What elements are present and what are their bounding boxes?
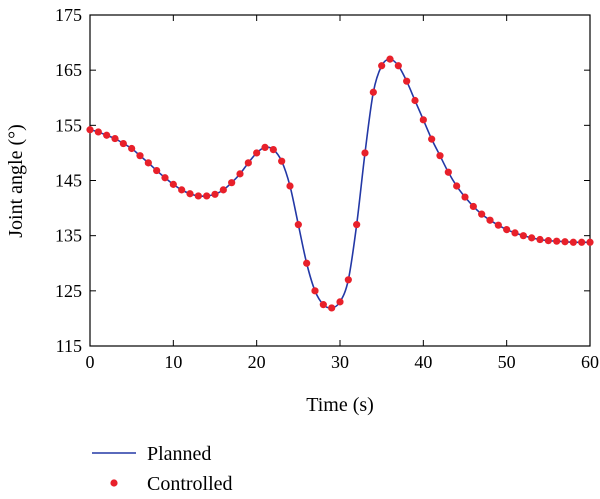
data-point-controlled: [203, 192, 211, 200]
data-point-controlled: [486, 216, 494, 224]
data-point-controlled: [119, 139, 127, 148]
x-tick-label: 0: [86, 352, 95, 372]
data-point-controlled: [569, 238, 577, 246]
x-tick-label: 50: [498, 352, 516, 372]
data-point-controlled: [561, 238, 569, 246]
data-point-controlled: [553, 237, 561, 245]
y-tick-label: 115: [56, 336, 82, 356]
y-tick-label: 175: [55, 5, 82, 25]
data-point-controlled: [461, 193, 469, 201]
data-point-controlled: [453, 182, 461, 190]
data-point-controlled: [278, 157, 286, 165]
series-markers-controlled: [86, 55, 594, 312]
x-axis-title: Time (s): [306, 394, 374, 416]
data-point-controlled: [286, 182, 294, 190]
data-point-controlled: [269, 146, 277, 154]
data-point-controlled: [169, 180, 177, 188]
data-point-controlled: [303, 259, 311, 267]
data-point-controlled: [144, 159, 152, 167]
data-point-controlled: [436, 152, 444, 160]
data-point-controlled: [419, 116, 427, 124]
data-point-controlled: [578, 238, 586, 246]
data-point-controlled: [186, 190, 194, 198]
data-point-controlled: [444, 168, 452, 176]
legend-label-controlled: Controlled: [147, 473, 233, 495]
data-point-controlled: [261, 143, 269, 151]
y-axis-title: Joint angle (°): [5, 124, 27, 238]
data-point-controlled: [478, 210, 486, 218]
x-tick-label: 30: [331, 352, 349, 372]
data-point-controlled: [236, 170, 244, 178]
y-tick-label: 125: [55, 281, 82, 301]
data-point-controlled: [244, 159, 252, 167]
x-tick-label: 20: [248, 352, 266, 372]
legend-label-planned: Planned: [147, 443, 211, 465]
data-point-controlled: [253, 149, 261, 157]
legend: Planned Controlled: [92, 443, 233, 495]
data-point-controlled: [228, 179, 236, 187]
data-point-controlled: [136, 152, 144, 160]
data-point-controlled: [586, 238, 594, 246]
data-point-controlled: [361, 149, 369, 157]
data-point-controlled: [344, 276, 352, 284]
legend-swatch-controlled: [110, 479, 118, 487]
series-line-planned: [89, 58, 590, 309]
ticks: [89, 14, 591, 347]
data-point-controlled: [494, 221, 502, 229]
data-point-controlled: [536, 235, 544, 244]
y-tick-label: 165: [55, 60, 82, 80]
x-tick-labels: 0 10 20 30 40 50 60: [86, 352, 600, 372]
data-point-controlled: [403, 77, 411, 85]
data-point-controlled: [128, 144, 136, 153]
y-tick-label: 155: [55, 115, 82, 135]
data-point-controlled: [519, 232, 527, 240]
data-point-controlled: [194, 192, 202, 200]
data-point-controlled: [161, 174, 169, 182]
data-point-controlled: [353, 221, 361, 229]
data-point-controlled: [369, 88, 377, 96]
data-point-controlled: [394, 62, 402, 70]
x-tick-label: 10: [164, 352, 182, 372]
data-point-controlled: [153, 166, 161, 175]
y-tick-label: 135: [55, 226, 82, 246]
y-tick-label: 145: [55, 171, 82, 191]
data-point-controlled: [378, 62, 386, 70]
data-point-controlled: [311, 287, 319, 295]
data-point-controlled: [211, 190, 219, 198]
data-point-controlled: [503, 225, 511, 234]
data-point-controlled: [328, 304, 336, 312]
data-point-controlled: [103, 131, 111, 139]
data-point-controlled: [336, 298, 344, 306]
data-point-controlled: [544, 237, 552, 245]
data-point-controlled: [469, 202, 477, 211]
data-point-controlled: [411, 96, 419, 105]
data-point-controlled: [219, 186, 227, 194]
data-point-controlled: [428, 135, 436, 143]
data-point-controlled: [528, 234, 536, 242]
data-point-controlled: [178, 186, 186, 194]
data-point-controlled: [111, 134, 119, 143]
data-point-controlled: [294, 221, 302, 229]
data-point-controlled: [86, 126, 94, 134]
data-point-controlled: [386, 55, 394, 63]
y-tick-labels: 115 125 135 145 155 165 175: [55, 5, 82, 356]
data-point-controlled: [511, 229, 519, 237]
x-tick-label: 40: [414, 352, 432, 372]
data-point-controlled: [319, 301, 327, 309]
data-point-controlled: [94, 128, 102, 136]
x-tick-label: 60: [581, 352, 599, 372]
